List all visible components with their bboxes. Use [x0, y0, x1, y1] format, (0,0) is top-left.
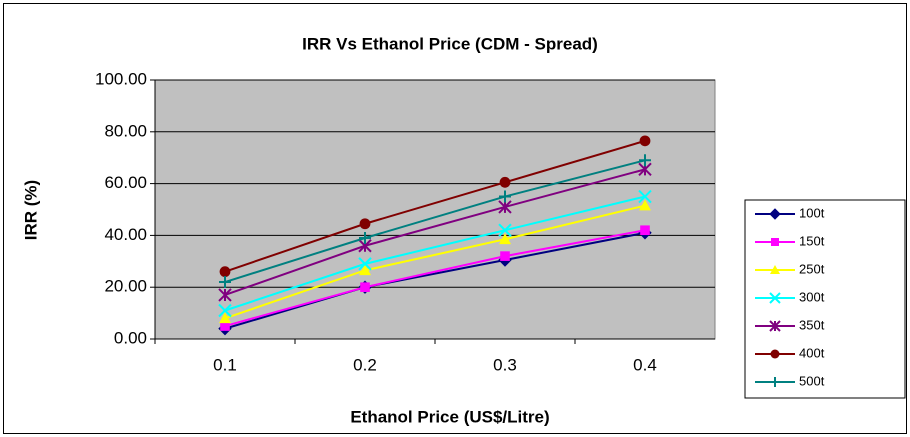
y-tick-label: 40.00	[104, 225, 147, 244]
marker	[219, 276, 231, 289]
marker	[359, 231, 371, 244]
legend-label: 350t	[799, 317, 825, 332]
legend-label: 300t	[799, 289, 825, 304]
legend-label: 100t	[799, 205, 825, 220]
marker	[499, 176, 511, 188]
marker	[499, 233, 511, 245]
marker	[771, 238, 779, 246]
series-line	[224, 139, 646, 273]
legend-label: 500t	[799, 373, 825, 388]
marker	[218, 288, 232, 302]
marker	[219, 312, 231, 324]
marker	[359, 218, 371, 230]
marker	[498, 200, 512, 214]
marker	[640, 225, 650, 236]
marker	[358, 257, 372, 271]
marker	[359, 264, 371, 276]
series-line	[224, 231, 646, 330]
marker	[638, 189, 652, 204]
y-tick-label: 20.00	[104, 277, 147, 296]
marker	[639, 135, 651, 147]
marker	[360, 282, 370, 292]
y-axis-label: IRR (%)	[21, 180, 40, 240]
plot-area	[154, 79, 716, 340]
y-tick-label: 100.00	[95, 69, 147, 88]
legend-label: 150t	[799, 233, 825, 248]
x-tick-label: 0.1	[213, 355, 237, 374]
series-line	[224, 229, 646, 328]
marker	[499, 190, 511, 203]
series-line	[224, 204, 646, 320]
y-tick-label: 0.00	[114, 328, 147, 347]
series-line	[224, 159, 646, 283]
marker	[769, 320, 781, 332]
marker	[769, 208, 781, 220]
x-tick-label: 0.3	[493, 355, 517, 374]
y-tick-label: 60.00	[104, 173, 147, 192]
legend-label: 250t	[799, 261, 825, 276]
marker	[770, 349, 780, 359]
marker	[220, 321, 230, 331]
series-line	[224, 195, 646, 312]
x-axis-label: Ethanol Price (US$/Litre)	[350, 407, 549, 426]
marker	[770, 377, 780, 387]
marker	[639, 154, 651, 167]
marker	[500, 251, 510, 261]
chart-title: IRR Vs Ethanol Price (CDM - Spread)	[302, 34, 598, 53]
marker	[218, 303, 232, 318]
marker	[498, 223, 512, 237]
x-tick-label: 0.4	[633, 355, 657, 374]
series-line	[224, 168, 646, 296]
legend-label: 400t	[799, 345, 825, 360]
marker	[770, 265, 780, 274]
marker	[219, 266, 231, 278]
marker	[639, 199, 651, 211]
x-tick-label: 0.2	[353, 355, 377, 374]
y-tick-label: 80.00	[104, 121, 147, 140]
marker	[769, 292, 781, 304]
